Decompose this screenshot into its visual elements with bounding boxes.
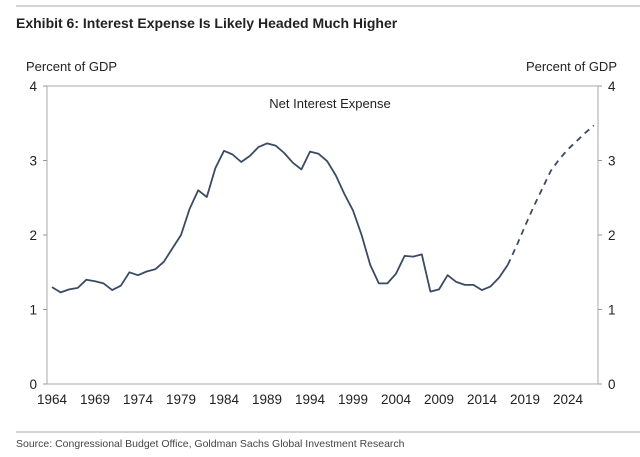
x-tick-label: 1974 — [123, 392, 154, 407]
x-tick-label: 1984 — [209, 392, 240, 407]
projection-line — [506, 124, 595, 266]
y-tick-label-left: 4 — [29, 79, 37, 94]
x-tick-label: 1999 — [338, 392, 368, 407]
series-annotation: Net Interest Expense — [269, 96, 390, 111]
y-axis-right-label: Percent of GDP — [526, 59, 617, 74]
chart-title: Exhibit 6: Interest Expense Is Likely He… — [16, 15, 398, 31]
y-tick-label-right: 3 — [608, 154, 616, 169]
x-tick-label: 2004 — [381, 392, 412, 407]
y-tick-label-left: 1 — [29, 303, 37, 318]
y-tick-label-right: 0 — [608, 377, 616, 392]
x-tick-label: 1989 — [252, 392, 282, 407]
source-note: Source: Congressional Budget Office, Gol… — [16, 438, 405, 450]
y-tick-label-left: 3 — [29, 154, 37, 169]
x-tick-label: 2024 — [553, 392, 584, 407]
x-tick-label: 2009 — [424, 392, 454, 407]
x-tick-label: 1994 — [295, 392, 326, 407]
y-axis-left-label: Percent of GDP — [26, 59, 117, 74]
x-tick-label: 1969 — [80, 392, 110, 407]
y-tick-label-right: 4 — [608, 79, 616, 94]
y-tick-label-right: 2 — [608, 228, 616, 243]
x-tick-label: 2019 — [510, 392, 540, 407]
historical-line — [51, 142, 509, 294]
x-tick-label: 1979 — [166, 392, 196, 407]
plot-frame — [46, 85, 599, 385]
y-tick-label-left: 2 — [29, 228, 37, 243]
x-tick-label: 1964 — [37, 392, 68, 407]
y-tick-label-left: 0 — [29, 377, 37, 392]
y-tick-label-right: 1 — [608, 303, 616, 318]
x-tick-label: 2014 — [467, 392, 498, 407]
